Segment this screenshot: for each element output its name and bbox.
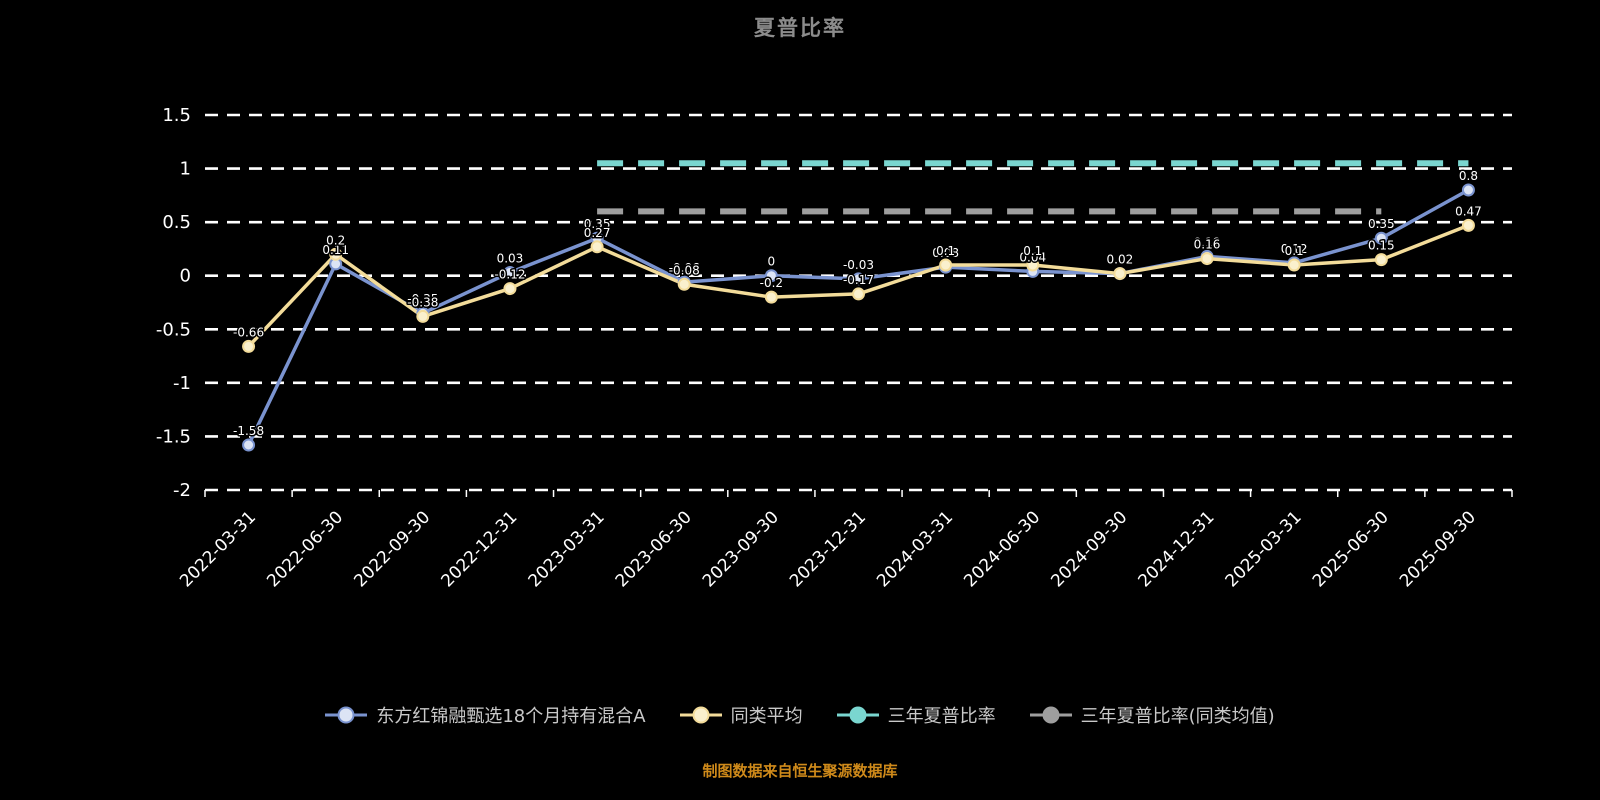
x-axis-label: 2023-06-30 — [612, 507, 696, 591]
data-point[interactable] — [1026, 258, 1040, 272]
data-label: 0.02 — [1107, 253, 1134, 267]
y-axis-label: 0.5 — [162, 212, 191, 233]
y-axis-label: 1 — [180, 159, 191, 180]
legend-item-3[interactable]: 三年夏普比率(同类均值) — [1029, 702, 1275, 728]
x-axis-label: 2024-03-31 — [873, 507, 957, 591]
data-label: -1.58 — [233, 424, 264, 438]
data-label: -0.38 — [407, 295, 438, 309]
legend-label: 三年夏普比率(同类均值) — [1080, 706, 1275, 727]
y-axis-label: -2 — [173, 480, 191, 501]
data-label: 0.03 — [497, 252, 524, 266]
chart-title: 夏普比率 — [754, 16, 846, 40]
y-axis-label: 0 — [180, 266, 191, 287]
data-label: 0.35 — [1368, 217, 1395, 231]
data-label: -0.2 — [760, 276, 783, 290]
data-label: 0.2 — [326, 233, 345, 247]
x-axis-label: 2025-09-30 — [1396, 507, 1480, 591]
data-point[interactable] — [590, 240, 604, 254]
x-axis-label: 2022-09-30 — [350, 507, 434, 591]
x-axis-label: 2022-03-31 — [176, 507, 260, 591]
legend-item-0[interactable]: 东方红锦融甄选18个月持有混合A — [325, 702, 646, 728]
data-label: -0.66 — [233, 325, 264, 339]
data-label: 0.8 — [1459, 169, 1478, 183]
data-source-note: 制图数据来自恒生聚源数据库 — [702, 762, 898, 780]
data-point[interactable] — [242, 339, 256, 353]
data-point[interactable] — [503, 282, 517, 296]
data-label: 0.08 — [932, 246, 959, 260]
legend-marker-icon — [679, 706, 722, 724]
legend-item-2[interactable]: 三年夏普比率 — [836, 702, 996, 728]
y-axis-label: -0.5 — [156, 319, 191, 340]
legend-marker-icon — [836, 706, 879, 724]
legend: 东方红锦融甄选18个月持有混合A 同类平均 三年夏普比率 三年夏普比率(同类均值) — [0, 702, 1600, 728]
data-label: 0.1 — [936, 244, 955, 258]
data-label: 0.1 — [1285, 244, 1304, 258]
x-axis-label: 2022-06-30 — [263, 507, 347, 591]
data-point[interactable] — [764, 290, 778, 304]
data-label: -0.12 — [494, 268, 525, 282]
sharpe-chart-svg: 1.5 1 0.5 0 -0.5 -1 -1.5 -2 2022-03-31 2022-06-30… — [156, 105, 1513, 591]
data-label: 0.47 — [1455, 204, 1482, 218]
data-label: 0.1 — [1023, 244, 1042, 258]
legend-label: 东方红锦融甄选18个月持有混合A — [376, 706, 646, 727]
x-axis-label: 2023-12-31 — [786, 507, 870, 591]
data-point[interactable] — [677, 277, 691, 291]
x-axis-label: 2024-12-31 — [1135, 507, 1219, 591]
data-label: 0.16 — [1194, 238, 1221, 252]
data-point[interactable] — [1113, 267, 1127, 281]
series-line-0 — [246, 188, 1470, 446]
data-point[interactable] — [764, 269, 778, 283]
data-point[interactable] — [503, 266, 517, 279]
data-label: -0.35 — [407, 292, 438, 306]
y-axis-label: -1.5 — [156, 426, 191, 447]
data-label: -0.08 — [669, 263, 700, 277]
legend-label: 三年夏普比率 — [887, 706, 996, 727]
data-point[interactable] — [1374, 253, 1388, 267]
y-axis-label: 1.5 — [162, 105, 191, 126]
x-axis-label: 2022-12-31 — [438, 507, 522, 591]
x-axis-label: 2023-09-30 — [699, 507, 783, 591]
x-axis-label: 2025-03-31 — [1222, 507, 1306, 591]
data-label: -0.17 — [843, 273, 874, 287]
data-point[interactable] — [242, 438, 256, 452]
legend-item-1[interactable]: 同类平均 — [679, 702, 803, 728]
data-point[interactable] — [416, 309, 430, 323]
y-axis-label: -1 — [173, 373, 191, 394]
data-label: 0.02 — [1107, 253, 1134, 267]
x-axis-label: 2023-03-31 — [525, 507, 609, 591]
data-label: -0.03 — [843, 258, 874, 272]
data-label: -0.06 — [669, 261, 700, 275]
data-label: 0.12 — [1281, 242, 1308, 256]
data-point[interactable] — [1461, 218, 1475, 232]
data-label: 0.27 — [584, 226, 611, 240]
legend-marker-icon — [325, 706, 368, 724]
data-point[interactable] — [1287, 258, 1301, 272]
data-point[interactable] — [1374, 231, 1388, 245]
data-point[interactable] — [852, 272, 865, 286]
data-label: 0.35 — [584, 217, 611, 231]
data-point[interactable] — [1200, 252, 1214, 266]
x-axis-label: 2024-09-30 — [1047, 507, 1131, 591]
data-point[interactable] — [852, 287, 865, 301]
data-label: 0.18 — [1194, 235, 1221, 249]
x-axis-label: 2025-06-30 — [1309, 507, 1393, 591]
data-label: 0.04 — [1019, 250, 1046, 264]
x-axis-label: 2024-06-30 — [960, 507, 1044, 591]
data-label: 0.15 — [1368, 239, 1395, 253]
legend-label: 同类平均 — [730, 706, 803, 727]
data-point[interactable] — [1461, 183, 1475, 197]
data-label: 0.11 — [322, 243, 349, 257]
data-label: 0 — [768, 255, 776, 269]
data-point[interactable] — [939, 258, 953, 272]
legend-marker-icon — [1029, 706, 1072, 724]
data-point[interactable] — [329, 247, 343, 261]
